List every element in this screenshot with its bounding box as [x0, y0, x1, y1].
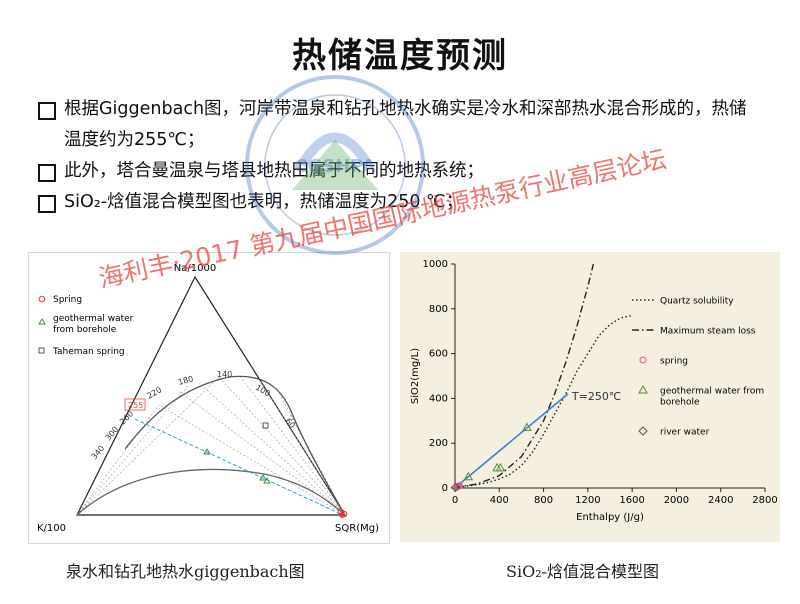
chart-legend: Quartz solubility Maximum steam loss sprin… — [632, 297, 764, 438]
y-tick-label: 800 — [429, 304, 448, 315]
association-seal-watermark: CGSHPA — [245, 75, 425, 255]
y-tick-label: 400 — [429, 393, 448, 404]
bullet-list: 根据Giggenbach图，河岸带温泉和钻孔地热水确实是冷水和深部热水混合形成的… — [38, 94, 758, 218]
chart-axes: 0 400 800 1200 1600 2000 2400 2800 0 200 400 600 800… — [423, 259, 778, 506]
y-tick-label: 1000 — [423, 259, 448, 270]
legend-label: Maximum steam loss — [660, 327, 756, 337]
temp-label: 60 — [283, 417, 296, 431]
temp-label: 180 — [177, 374, 194, 387]
bullet-item: 根据Giggenbach图，河岸带温泉和钻孔地热水确实是冷水和深部热水混合形成的… — [38, 94, 758, 156]
chart-curves — [454, 263, 633, 489]
taheman-square-marker — [262, 422, 269, 429]
y-tick-label: 200 — [429, 438, 448, 449]
legend-taheman-marker — [38, 347, 45, 354]
sio2-enthalpy-figure: 0 400 800 1200 1600 2000 2400 2800 0 200 400 600 800… — [400, 252, 780, 542]
square-bullet-icon — [38, 164, 56, 182]
temp-label: 140 — [217, 370, 232, 379]
circle-data-point — [455, 482, 463, 490]
seal-text: CGSHPA — [294, 156, 376, 177]
triangle-data-point — [522, 422, 532, 432]
temp-label: 340 — [90, 444, 107, 461]
square-bullet-icon — [38, 102, 56, 120]
bullet-item: SiO₂-焓值混合模型图也表明，热储温度为250 ℃； — [38, 187, 758, 218]
ternary-grid — [76, 374, 346, 516]
legend-marker — [639, 356, 647, 364]
x-tick-label: 2000 — [664, 495, 689, 506]
x-tick-label: 2400 — [708, 495, 733, 506]
legend-label: Quartz solubility — [660, 297, 734, 307]
giggenbach-diagram: 340 300 260 220 180 140 100 60 255 Na/10… — [28, 252, 390, 544]
bullet-text: SiO₂-焓值混合模型图也表明，热储温度为250 ℃； — [64, 192, 464, 212]
mixing-line — [455, 393, 569, 488]
mixing-line — [134, 418, 344, 516]
chart-points — [450, 422, 532, 493]
temp-label: 260 — [118, 409, 135, 426]
immature-water-curve — [76, 468, 346, 516]
temp-label: 100 — [254, 383, 272, 398]
y-axis-label: SiO2(mg/L) — [410, 348, 421, 404]
bullet-text: 根据Giggenbach图，河岸带温泉和钻孔地热水确实是冷水和深部热水混合形成的… — [64, 99, 747, 150]
vertex-label-left: K/100 — [37, 523, 66, 534]
x-tick-label: 1200 — [575, 495, 600, 506]
temp-label: 300 — [104, 425, 121, 442]
slide-title: 热储温度预测 — [292, 36, 508, 76]
bullet-item: 此外，塔合曼温泉与塔县地热田属于不同的地热系统； — [38, 156, 758, 187]
diamond-data-point — [450, 482, 461, 493]
x-tick-label: 2800 — [752, 495, 777, 506]
legend-label: spring — [660, 357, 688, 367]
vertex-label-right: SQR(Mg) — [335, 523, 379, 534]
caption-right: SiO₂-焓值混合模型图 — [506, 562, 660, 581]
legend-label: geothermal water from borehole — [660, 387, 764, 408]
legend-marker — [638, 426, 648, 436]
temperature-annotation: T=250℃ — [571, 390, 621, 403]
temp-label: 220 — [146, 385, 164, 400]
bullet-text: 此外，塔合曼温泉与塔县地热田属于不同的地热系统； — [64, 161, 484, 181]
highlight-temp-label: 255 — [128, 401, 143, 410]
highlight-box — [124, 398, 146, 411]
legend-label: river water — [660, 428, 710, 438]
y-tick-label: 600 — [429, 349, 448, 360]
spring-circle-marker — [339, 512, 345, 518]
legend-borehole-marker — [38, 318, 46, 325]
legend-spring-marker — [38, 295, 46, 303]
y-tick-label: 0 — [442, 483, 448, 494]
borehole-triangle-marker — [203, 448, 211, 455]
x-tick-label: 400 — [490, 495, 509, 506]
max-steam-loss-curve — [454, 263, 595, 489]
legend-label: geothermal water from borehole — [53, 314, 134, 335]
caption-left: 泉水和钻孔地热水giggenbach图 — [66, 562, 305, 581]
giggenbach-svg: 340 300 260 220 180 140 100 60 255 Na/10… — [37, 263, 379, 534]
x-tick-label: 0 — [452, 495, 458, 506]
triangle-data-point — [463, 471, 474, 481]
legend-label: Spring — [53, 295, 82, 305]
x-tick-label: 800 — [534, 495, 553, 506]
ternary-frame — [76, 275, 347, 516]
x-axis-label: Enthalpy (J/g) — [576, 512, 644, 523]
borehole-triangle-marker — [263, 477, 271, 484]
borehole-triangle-marker — [259, 474, 267, 481]
legend-marker — [638, 384, 648, 394]
quartz-solubility-curve — [454, 314, 633, 489]
triangle-data-point — [495, 462, 506, 472]
square-bullet-icon — [38, 195, 56, 213]
sio2-enthalpy-chart: 0 400 800 1200 1600 2000 2400 2800 0 200 400 600 800… — [410, 259, 778, 523]
full-equilibrium-curve — [124, 375, 346, 516]
vertex-label-top: Na/1000 — [174, 263, 216, 274]
legend-label: Taheman spring — [52, 347, 125, 357]
x-tick-label: 1600 — [619, 495, 644, 506]
